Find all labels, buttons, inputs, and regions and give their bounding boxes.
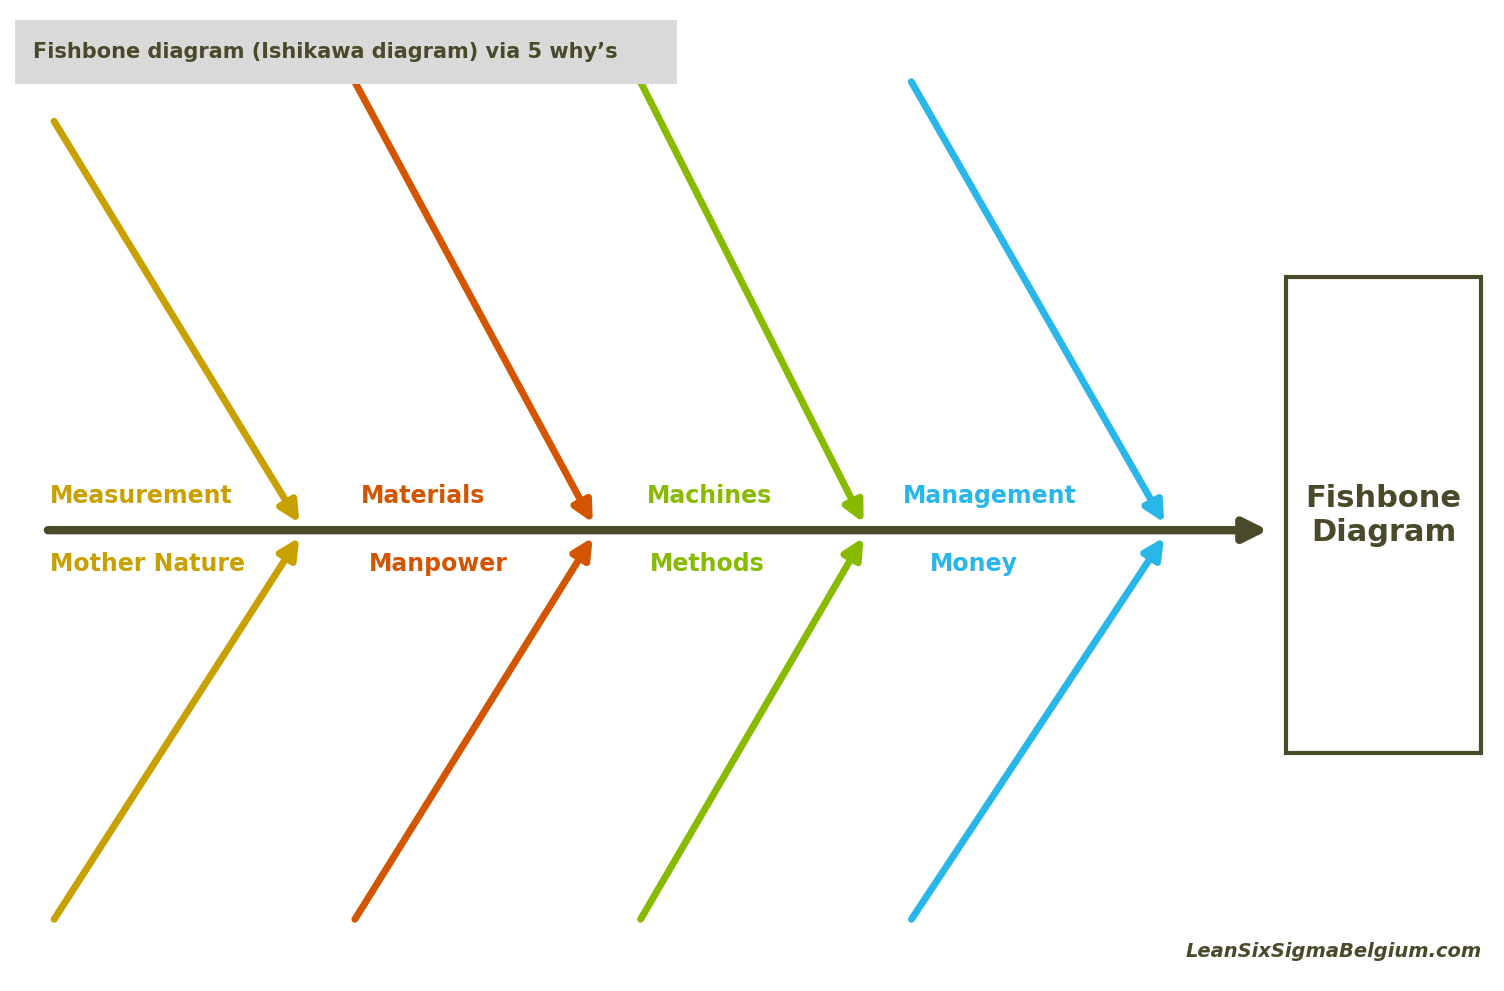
Text: Mother Nature: Mother Nature [50,552,245,576]
Text: Fishbone diagram (Ishikawa diagram) via 5 why’s: Fishbone diagram (Ishikawa diagram) via … [33,42,618,62]
Text: LeanSixSigmaBelgium.com: LeanSixSigmaBelgium.com [1185,942,1481,961]
Bar [15,20,677,84]
Text: Measurement: Measurement [50,485,233,508]
Text: Management: Management [902,485,1077,508]
Text: Fishbone
Diagram: Fishbone Diagram [1305,484,1462,547]
Text: Methods: Methods [650,552,764,576]
Text: Money: Money [929,552,1017,576]
Text: Materials: Materials [361,485,486,508]
Text: Machines: Machines [647,485,772,508]
Bar [1286,277,1481,753]
Text: Manpower: Manpower [368,552,507,576]
